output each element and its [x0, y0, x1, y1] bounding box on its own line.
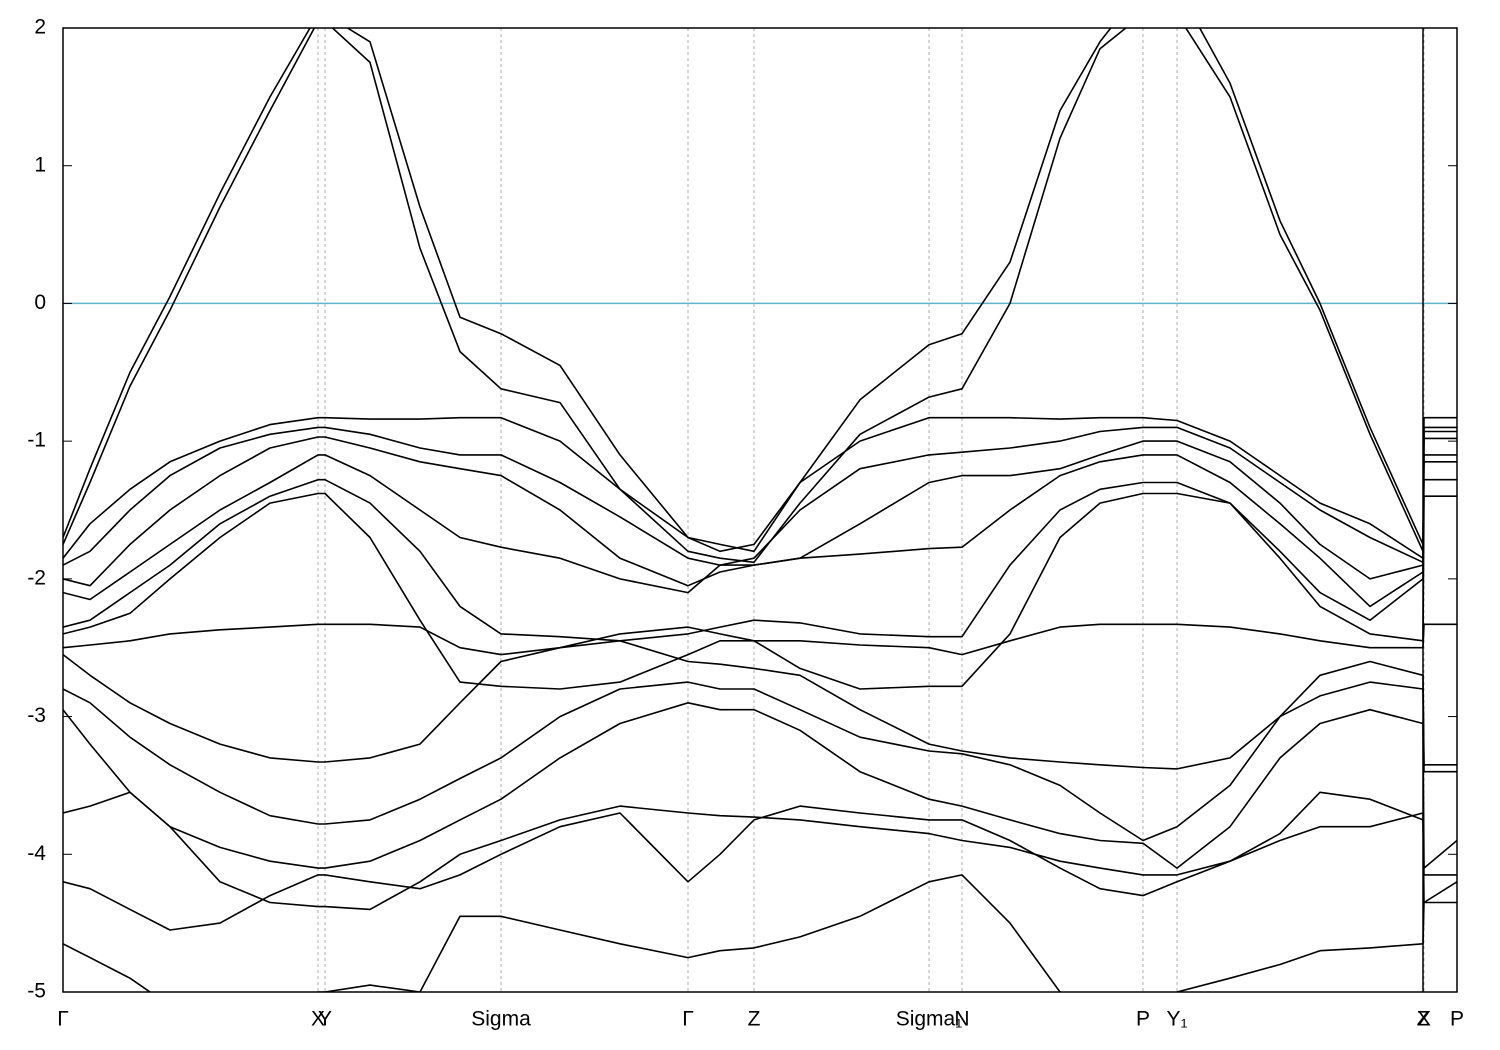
- band-line: [63, 702, 1457, 869]
- x-tick-label: Γ: [682, 1008, 694, 1031]
- band-line: [63, 640, 1457, 770]
- x-tick-label: P: [1450, 1008, 1464, 1031]
- y-tick-label: 0: [34, 291, 46, 314]
- band-line: [63, 454, 1457, 608]
- x-tick-label: X: [311, 1008, 325, 1031]
- y-tick-label: -4: [27, 842, 46, 865]
- x-tick-label: Z: [748, 1008, 761, 1031]
- band-line: [63, 28, 1457, 564]
- y-tick-label: 2: [34, 16, 46, 39]
- band-line: [63, 478, 1457, 642]
- band-line: [63, 28, 1457, 553]
- x-tick-label: Y₁: [1166, 1008, 1187, 1031]
- band-line: [63, 805, 1457, 931]
- band-line: [63, 681, 1457, 842]
- x-tick-label: X: [1417, 1008, 1431, 1031]
- band-line: [63, 791, 1457, 911]
- plot-frame: [62, 27, 1458, 993]
- y-tick-label: -5: [27, 980, 46, 1003]
- band-line: [63, 874, 1457, 992]
- x-tick-label: Sigma₁: [896, 1008, 963, 1031]
- x-tick-label: Y: [318, 1008, 332, 1031]
- x-tick-label: Γ: [57, 1008, 69, 1031]
- x-tick-label: N: [954, 1008, 969, 1031]
- y-tick-label: -2: [27, 566, 46, 589]
- y-tick-label: -3: [27, 704, 46, 727]
- band-line: [63, 416, 1457, 559]
- band-line: [63, 623, 1457, 656]
- x-tick-label: P: [1136, 1008, 1150, 1031]
- x-tick-label: Sigma: [471, 1008, 531, 1031]
- x-tick-label: Z: [1417, 1008, 1430, 1031]
- y-tick-label: -1: [27, 429, 46, 452]
- band-line: [63, 426, 1457, 566]
- y-tick-label: 1: [34, 153, 46, 176]
- bands: [63, 28, 1457, 992]
